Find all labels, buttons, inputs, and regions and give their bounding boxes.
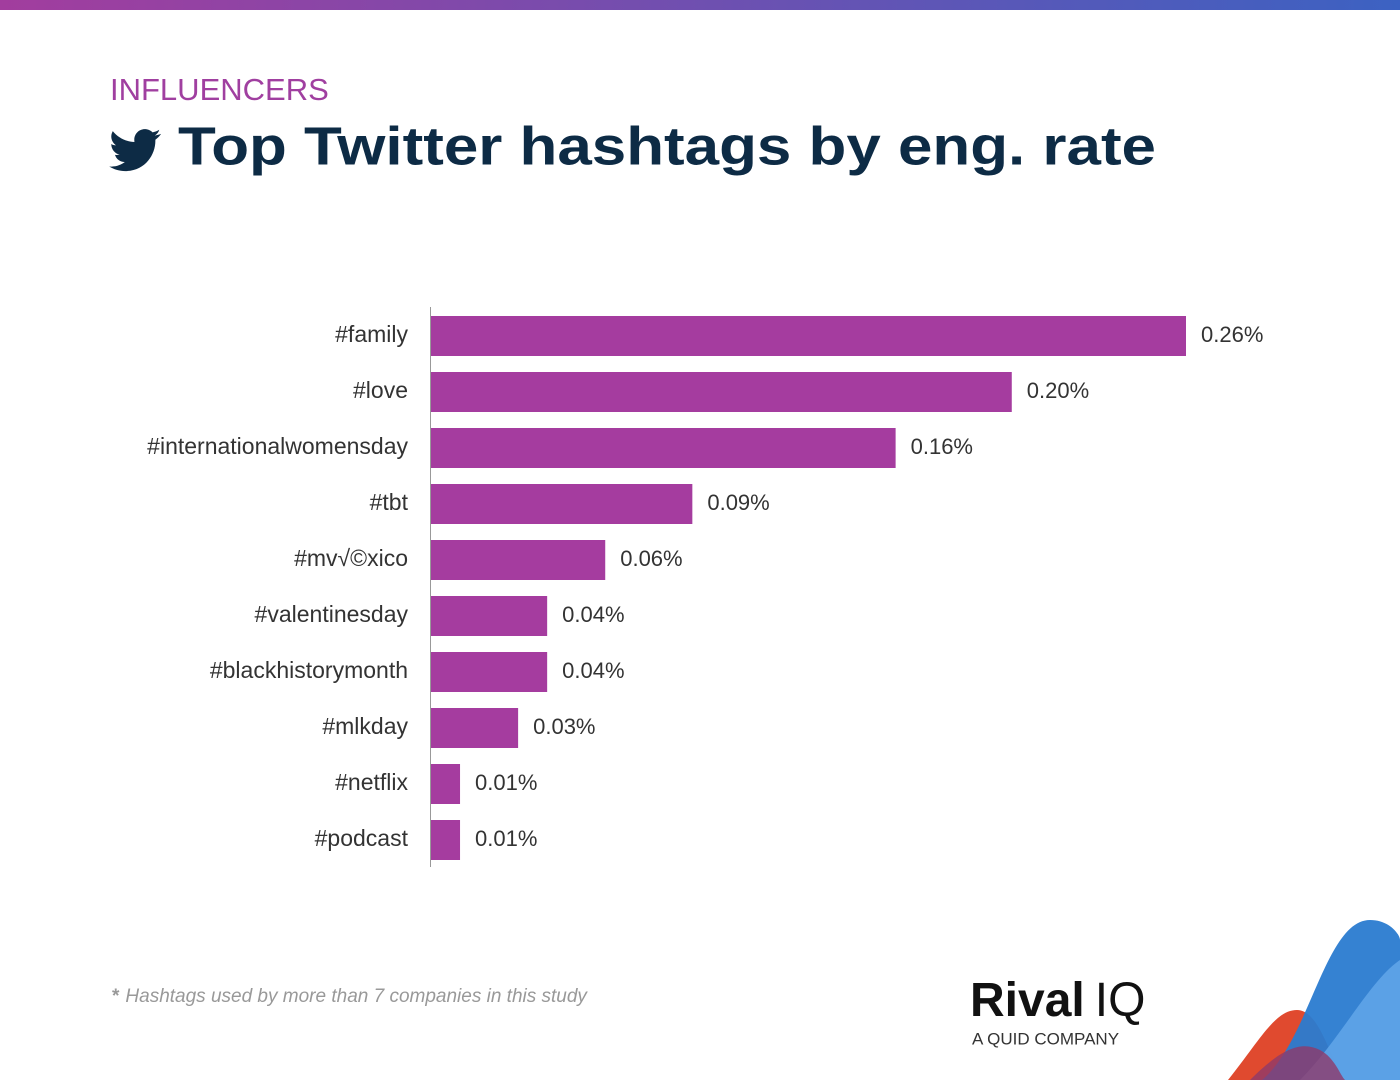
category-label: #mlkday bbox=[322, 713, 408, 739]
category-label: #family bbox=[335, 321, 408, 347]
bar bbox=[431, 764, 461, 804]
category-label: #love bbox=[353, 377, 408, 403]
bar bbox=[431, 540, 606, 580]
category-label: #valentinesday bbox=[255, 601, 409, 627]
bar bbox=[431, 820, 461, 860]
chart-title: Top Twitter hashtags by eng. rate bbox=[178, 116, 1156, 176]
chart-subtitle: INFLUENCERS bbox=[110, 72, 329, 107]
decor-wave bbox=[1250, 1046, 1345, 1080]
bar bbox=[431, 652, 548, 692]
value-label: 0.04% bbox=[562, 658, 624, 683]
value-label: 0.04% bbox=[562, 602, 624, 627]
decor-wave bbox=[1300, 960, 1400, 1080]
bar bbox=[431, 372, 1012, 412]
value-label: 0.26% bbox=[1201, 322, 1263, 347]
logo: Rival IQ bbox=[970, 974, 1145, 1027]
logo-tagline: A QUID COMPANY bbox=[972, 1029, 1119, 1048]
bar bbox=[431, 428, 896, 468]
category-label: #mv√©xico bbox=[294, 545, 408, 571]
category-label: #internationalwomensday bbox=[147, 433, 408, 459]
twitter-icon bbox=[109, 129, 161, 172]
bar bbox=[431, 708, 519, 748]
category-label: #tbt bbox=[370, 489, 409, 515]
category-label: #blackhistorymonth bbox=[210, 657, 408, 683]
category-label: #netflix bbox=[335, 769, 408, 795]
bar bbox=[431, 484, 693, 524]
bar bbox=[431, 316, 1186, 356]
value-label: 0.03% bbox=[533, 714, 595, 739]
value-label: 0.01% bbox=[475, 826, 537, 851]
footnote-text: Hashtags used by more than 7 companies i… bbox=[125, 986, 588, 1007]
footnote-mark: * bbox=[112, 986, 120, 1007]
category-label: #podcast bbox=[315, 825, 409, 851]
value-label: 0.09% bbox=[707, 490, 769, 515]
top-band bbox=[0, 0, 1400, 10]
logo-bold: Rival bbox=[970, 974, 1085, 1027]
bar bbox=[431, 596, 548, 636]
value-label: 0.06% bbox=[620, 546, 682, 571]
value-label: 0.20% bbox=[1027, 378, 1089, 403]
footnote: * Hashtags used by more than 7 companies … bbox=[112, 986, 588, 1007]
value-label: 0.16% bbox=[911, 434, 973, 459]
value-label: 0.01% bbox=[475, 770, 537, 795]
logo-light: IQ bbox=[1095, 974, 1146, 1027]
